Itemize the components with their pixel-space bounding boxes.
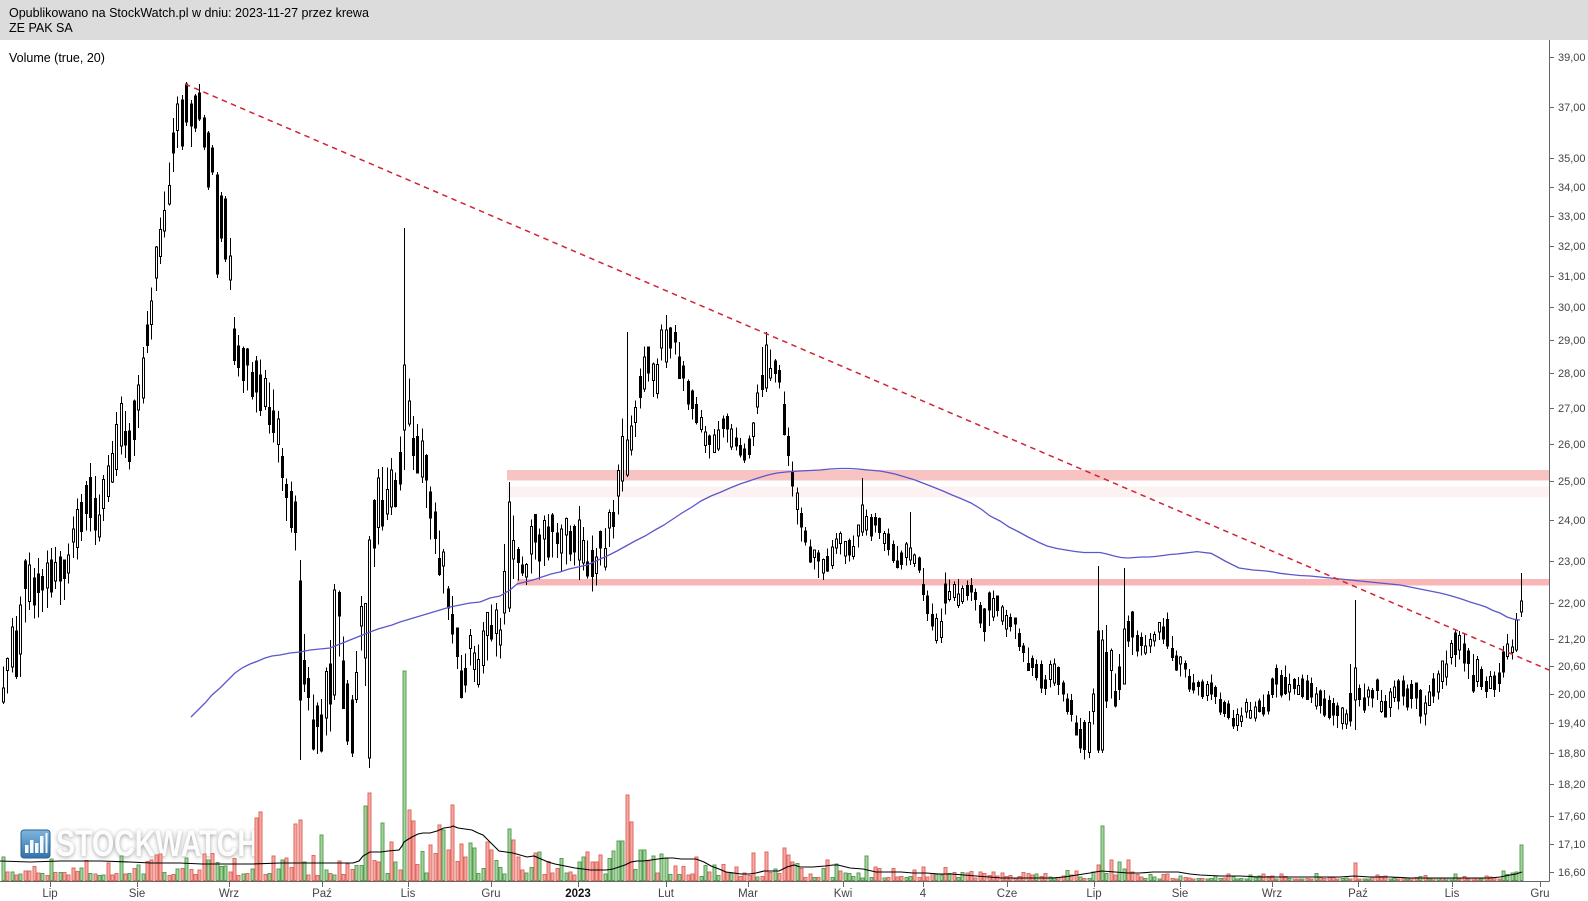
- svg-text:ZE PAK SA: ZE PAK SA: [9, 21, 73, 35]
- svg-text:17,10: 17,10: [1558, 839, 1586, 851]
- svg-text:18,80: 18,80: [1558, 748, 1586, 760]
- svg-text:Gru: Gru: [481, 888, 500, 900]
- svg-text:30,00: 30,00: [1558, 302, 1586, 314]
- svg-text:31,00: 31,00: [1558, 271, 1586, 283]
- svg-text:Lis: Lis: [401, 888, 416, 900]
- svg-text:4: 4: [920, 888, 927, 900]
- svg-text:Paź: Paź: [1348, 888, 1368, 900]
- svg-text:18,20: 18,20: [1558, 779, 1586, 791]
- svg-text:32,00: 32,00: [1558, 241, 1586, 253]
- svg-text:Cze: Cze: [997, 888, 1017, 900]
- svg-text:Lip: Lip: [1086, 888, 1101, 900]
- svg-text:Lut: Lut: [658, 888, 675, 900]
- svg-text:2023: 2023: [565, 888, 591, 900]
- svg-text:Paź: Paź: [312, 888, 332, 900]
- svg-text:16,60: 16,60: [1558, 867, 1586, 879]
- svg-text:37,00: 37,00: [1558, 102, 1586, 114]
- svg-text:Mar: Mar: [738, 888, 758, 900]
- svg-text:19,40: 19,40: [1558, 718, 1586, 730]
- svg-text:Lis: Lis: [1445, 888, 1460, 900]
- svg-text:28,00: 28,00: [1558, 368, 1586, 380]
- svg-text:20,00: 20,00: [1558, 689, 1586, 701]
- svg-text:33,00: 33,00: [1558, 211, 1586, 223]
- svg-text:27,00: 27,00: [1558, 403, 1586, 415]
- svg-text:Volume (true, 20): Volume (true, 20): [9, 51, 105, 65]
- svg-text:20,60: 20,60: [1558, 661, 1586, 673]
- svg-text:22,00: 22,00: [1558, 598, 1586, 610]
- svg-text:34,00: 34,00: [1558, 182, 1586, 194]
- svg-text:Wrz: Wrz: [219, 888, 239, 900]
- svg-text:Gru: Gru: [1530, 888, 1549, 900]
- svg-text:39,00: 39,00: [1558, 52, 1586, 64]
- svg-text:Sie: Sie: [129, 888, 146, 900]
- svg-text:21,20: 21,20: [1558, 634, 1586, 646]
- svg-text:Opublikowano na StockWatch.pl: Opublikowano na StockWatch.pl w dniu: 20…: [9, 6, 369, 20]
- svg-text:29,00: 29,00: [1558, 335, 1586, 347]
- svg-text:25,00: 25,00: [1558, 476, 1586, 488]
- svg-text:17,60: 17,60: [1558, 811, 1586, 823]
- svg-text:35,00: 35,00: [1558, 153, 1586, 165]
- svg-text:Lip: Lip: [42, 888, 57, 900]
- svg-text:Wrz: Wrz: [1262, 888, 1282, 900]
- svg-text:Sie: Sie: [1172, 888, 1189, 900]
- svg-text:23,00: 23,00: [1558, 556, 1586, 568]
- svg-text:24,00: 24,00: [1558, 515, 1586, 527]
- svg-text:Kwi: Kwi: [834, 888, 853, 900]
- svg-text:26,00: 26,00: [1558, 439, 1586, 451]
